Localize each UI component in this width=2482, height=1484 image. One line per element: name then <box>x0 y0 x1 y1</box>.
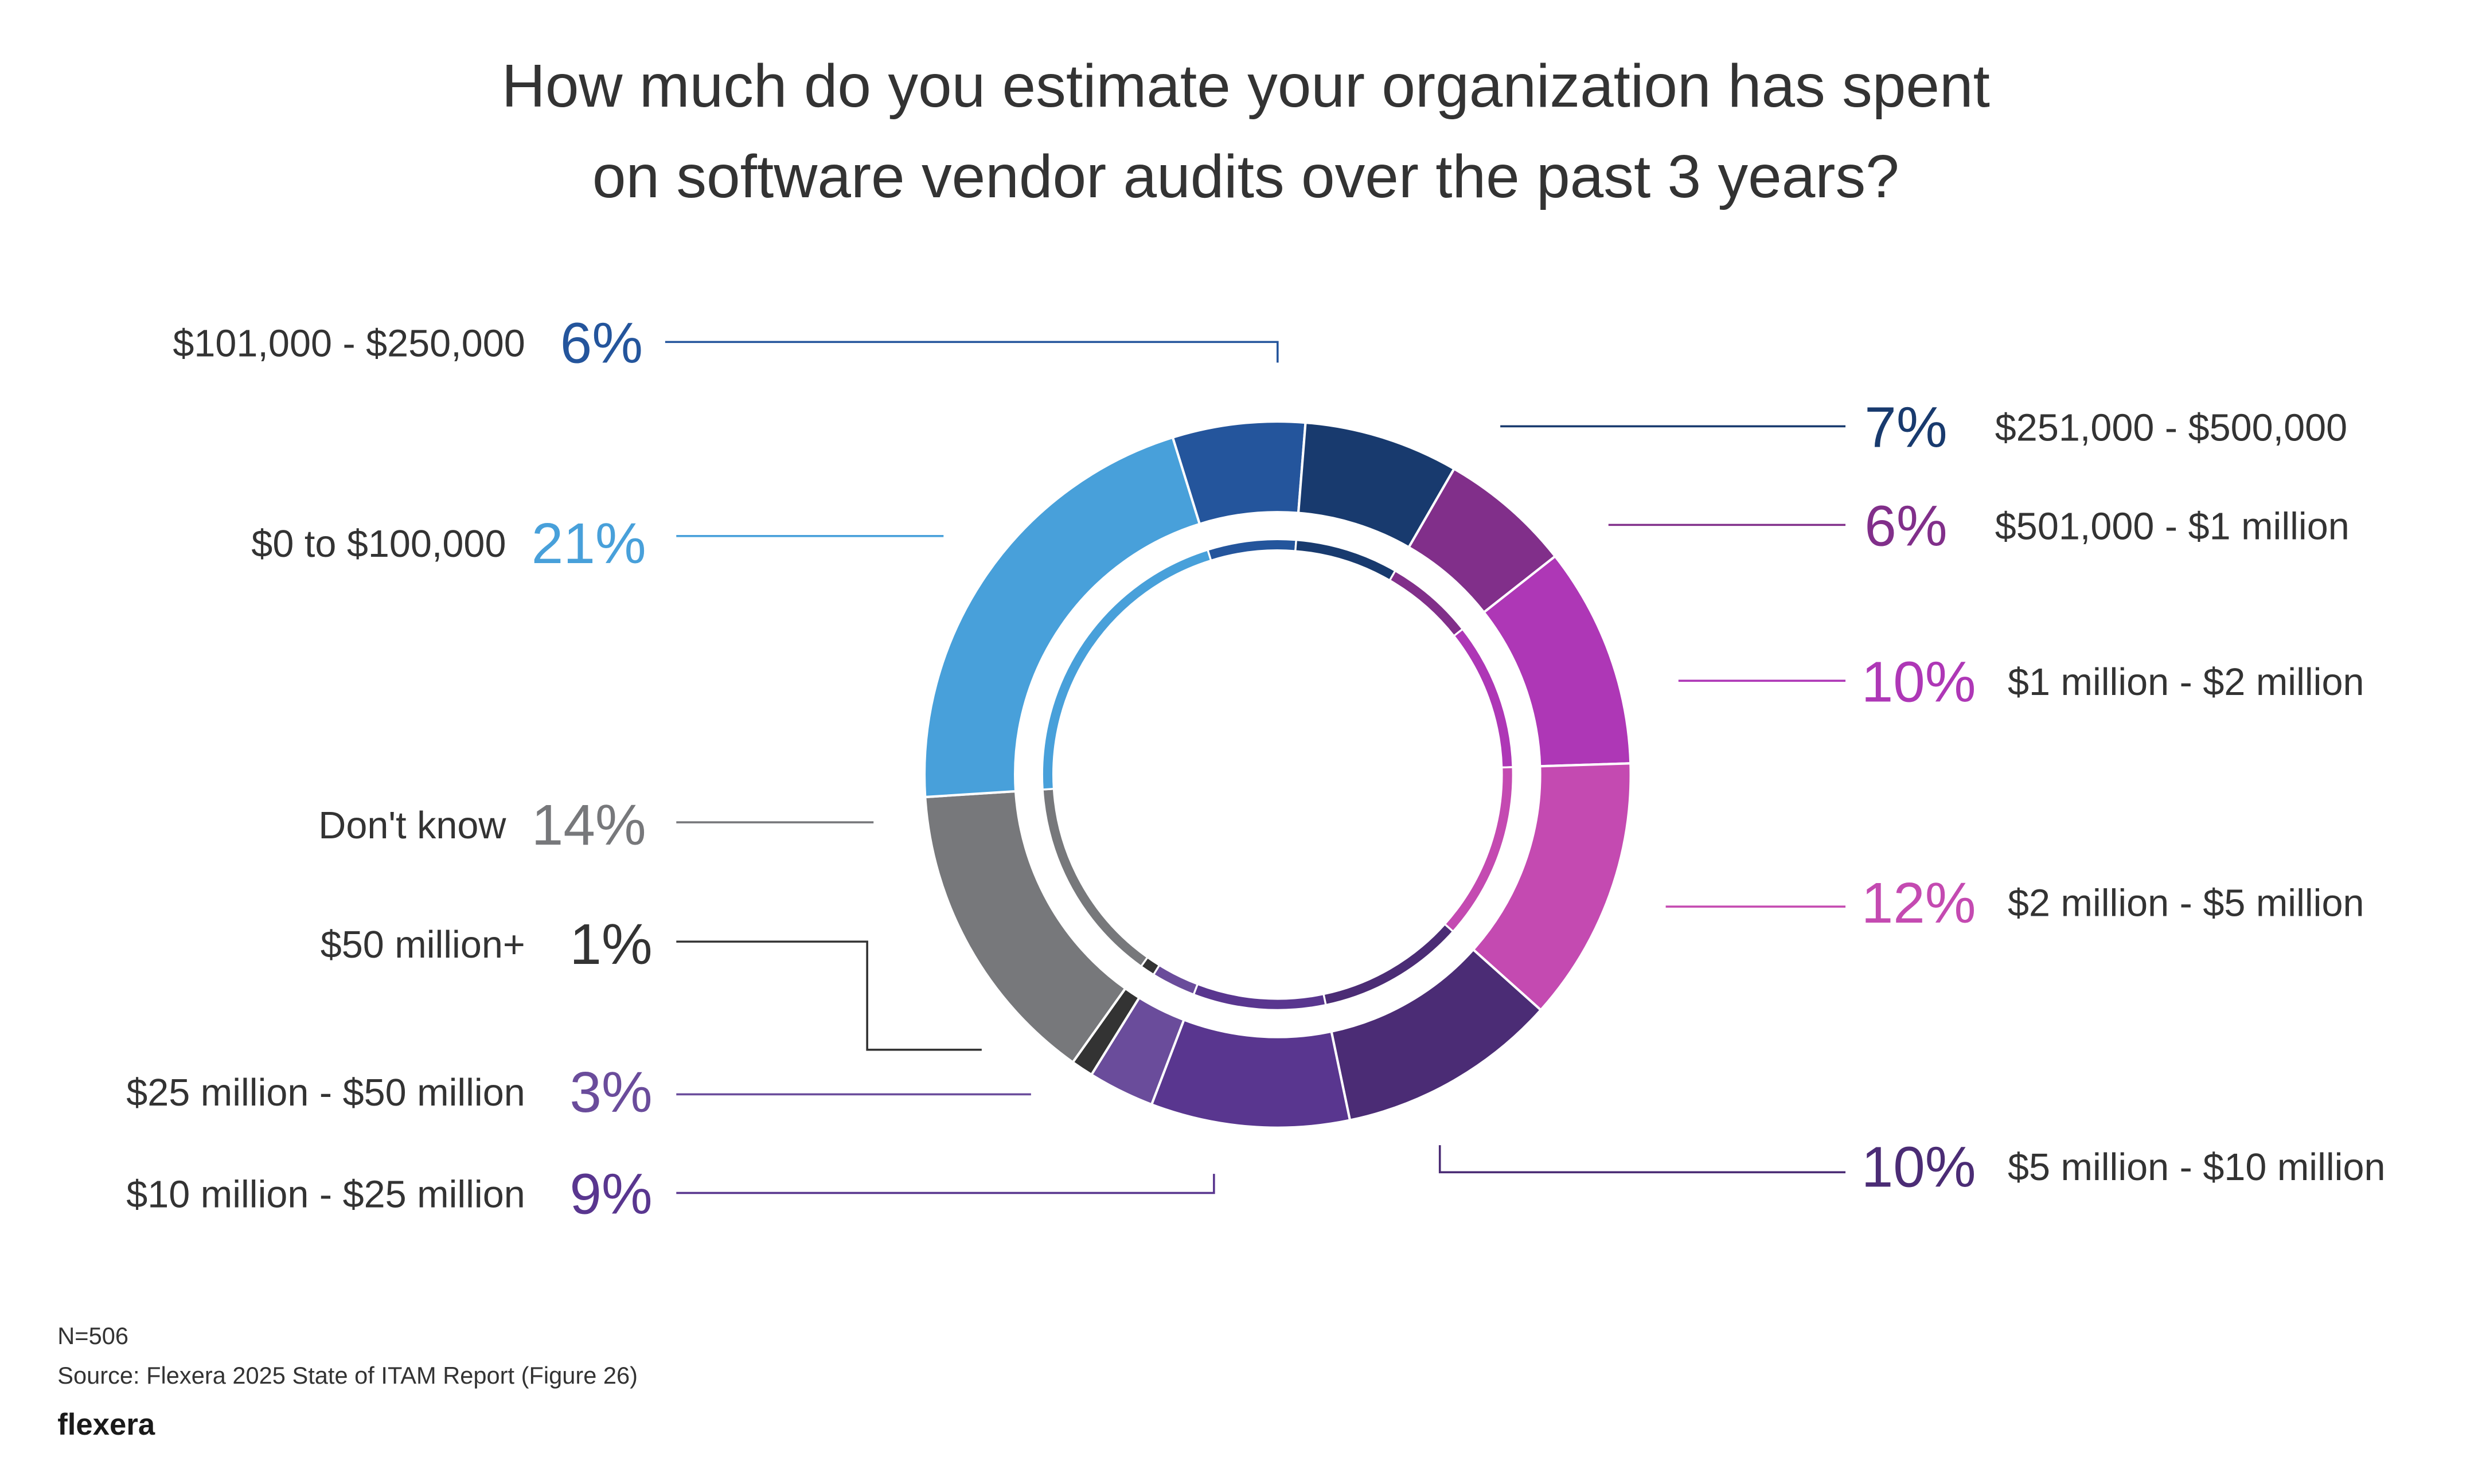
value-label: 10% <box>1862 650 1976 714</box>
category-label: Don't know <box>318 805 506 847</box>
leader-line <box>1438 1145 1846 1174</box>
inner-ring-segment <box>1452 627 1514 769</box>
inner-ring-segment <box>1192 983 1327 1012</box>
value-label: 14% <box>532 794 646 857</box>
donut-slices <box>923 420 1632 1129</box>
callouts: 6% $101,000 - $250,000 7% $251,000 - $500,0… <box>126 311 2385 1226</box>
category-label: $25 million - $50 million <box>126 1072 525 1114</box>
value-label: 6% <box>560 311 643 375</box>
leader-line <box>676 1174 1215 1194</box>
category-label: $251,000 - $500,000 <box>1995 407 2347 449</box>
category-label: $0 to $100,000 <box>251 523 506 565</box>
category-label: $101,000 - $250,000 <box>173 322 525 365</box>
category-label: $10 million - $25 million <box>126 1173 525 1216</box>
value-label: 9% <box>569 1162 652 1226</box>
flexera-logo: flexera <box>57 1408 155 1442</box>
category-label: $2 million - $5 million <box>2008 882 2364 925</box>
donut-slice <box>924 790 1127 1064</box>
donut-slice <box>1150 1018 1352 1129</box>
category-label: $50 million+ <box>321 924 525 966</box>
value-label: 10% <box>1862 1135 1976 1199</box>
donut-inner-ring <box>1041 538 1514 1012</box>
chart-title-line-1: How much do you estimate your organizati… <box>502 53 1990 120</box>
value-label: 12% <box>1862 872 1976 935</box>
value-label: 3% <box>569 1061 652 1124</box>
leader-line <box>665 341 1279 363</box>
inner-ring-segment <box>1041 548 1212 791</box>
inner-ring-segment <box>1388 569 1464 638</box>
inner-ring-segment <box>1152 963 1199 996</box>
inner-ring-segment <box>1206 538 1298 562</box>
category-label: $5 million - $10 million <box>2008 1146 2386 1189</box>
inner-ring-segment <box>1443 766 1514 933</box>
chart-title-line-2: on software vendor audits over the past … <box>592 143 1899 210</box>
value-label: 7% <box>1864 396 1947 459</box>
donut-slice <box>923 436 1201 799</box>
value-label: 1% <box>569 913 652 977</box>
sample-size: N=506 <box>57 1322 128 1349</box>
value-label: 6% <box>1864 494 1947 558</box>
value-label: 21% <box>532 512 646 576</box>
inner-ring-segment <box>1294 538 1397 582</box>
category-label: $501,000 - $1 million <box>1995 505 2350 548</box>
leader-line <box>676 940 982 1051</box>
category-label: $1 million - $2 million <box>2008 661 2364 704</box>
source-note: Source: Flexera 2025 State of ITAM Repor… <box>57 1362 638 1389</box>
